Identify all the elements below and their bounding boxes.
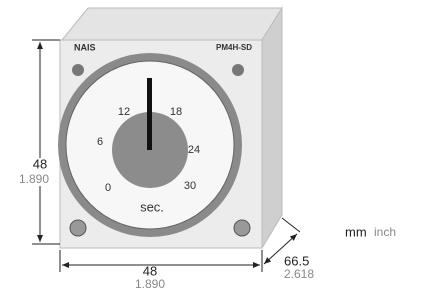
diagram: NAIS PM4H-SD sec. 0 6 12 18 24 30 48 1.8… — [0, 0, 421, 293]
height-mm: 48 — [33, 156, 47, 171]
unit: sec. — [140, 199, 164, 214]
legend-inch: inch — [374, 225, 396, 239]
dial-label: 18 — [170, 106, 182, 118]
dial-label: 0 — [105, 182, 111, 194]
dial-label: 6 — [97, 136, 103, 148]
dial-label: 12 — [118, 106, 130, 118]
width-inch: 1.890 — [135, 277, 165, 291]
model: PM4H-SD — [216, 43, 252, 52]
height-inch: 1.890 — [19, 172, 49, 186]
dial-label: 30 — [184, 180, 196, 192]
dial-label: 24 — [188, 144, 200, 156]
depth-inch: 2.618 — [284, 267, 314, 281]
device: NAIS PM4H-SD sec. 0 6 12 18 24 30 — [58, 8, 282, 248]
legend-mm: mm — [345, 224, 367, 239]
brand: NAIS — [74, 42, 96, 52]
